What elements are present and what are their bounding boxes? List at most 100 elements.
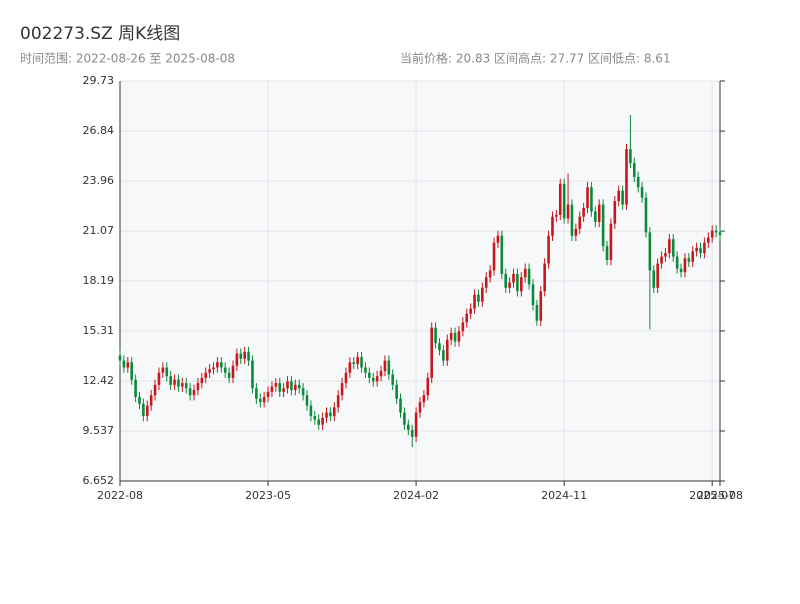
- candle-body: [484, 277, 488, 288]
- candle-body: [282, 388, 285, 392]
- candle-body: [695, 247, 698, 252]
- candle-body: [188, 388, 192, 396]
- candle-body: [235, 353, 239, 366]
- candle-body: [329, 412, 332, 417]
- candle-body: [531, 284, 535, 306]
- candle-body: [449, 332, 453, 340]
- candle-body: [492, 242, 496, 271]
- candle-body: [558, 183, 562, 215]
- candle-body: [707, 237, 710, 243]
- candle-body: [142, 403, 145, 417]
- candle-body: [594, 211, 597, 222]
- candle-body: [360, 357, 363, 368]
- candle-body: [687, 258, 691, 262]
- candle-body: [516, 273, 519, 292]
- stat: 区间高点: 27.77: [494, 51, 584, 66]
- candle-body: [582, 208, 585, 217]
- y-tick-label: 29.73: [83, 74, 115, 87]
- candle-body: [590, 187, 593, 212]
- candle-body: [574, 228, 578, 236]
- x-tick-label: 2022-08: [97, 489, 143, 502]
- candle-body: [699, 247, 702, 254]
- candle-body: [200, 377, 204, 384]
- y-tick-label: 15.31: [83, 324, 115, 337]
- candle-body: [523, 268, 527, 278]
- candle-body: [196, 383, 200, 391]
- candle-body: [134, 379, 137, 397]
- candle-body: [566, 204, 570, 219]
- candle-body: [317, 419, 321, 425]
- candle-body: [496, 235, 500, 243]
- y-tick-label: 12.42: [83, 374, 115, 387]
- candle-body: [165, 367, 169, 377]
- candle-body: [395, 384, 398, 399]
- candle-body: [640, 187, 644, 198]
- candle-body: [457, 331, 461, 342]
- candle-body: [535, 305, 539, 321]
- candle-body: [325, 412, 328, 418]
- candle-body: [714, 230, 718, 233]
- candle-body: [465, 313, 469, 323]
- candle-body: [247, 351, 250, 361]
- candle-body: [126, 362, 130, 368]
- candle-body: [442, 350, 445, 361]
- candle-body: [488, 270, 492, 278]
- candle-body: [407, 424, 410, 430]
- x-tick-label: 2024-11: [541, 489, 587, 502]
- candle-body: [539, 291, 543, 321]
- x-tick-label: 2024-02: [393, 489, 439, 502]
- candle-body: [660, 256, 663, 264]
- candle-body: [710, 230, 714, 238]
- candle-body: [274, 383, 278, 387]
- candle-body: [543, 263, 546, 292]
- candle-body: [157, 372, 161, 385]
- candle-body: [153, 384, 157, 396]
- candle-body: [469, 308, 472, 314]
- candle-body: [231, 365, 235, 378]
- candle-body: [173, 379, 176, 385]
- candle-body: [519, 277, 523, 292]
- chart-title: 002273.SZ 周K线图: [20, 24, 180, 44]
- candle-body: [321, 417, 324, 425]
- candle-body: [290, 381, 293, 391]
- candle-body: [216, 362, 219, 368]
- candle-body: [703, 242, 706, 254]
- y-tick-label: 23.96: [83, 174, 115, 187]
- candle-body: [445, 339, 449, 361]
- candle-body: [453, 332, 457, 342]
- candle-body: [251, 360, 254, 389]
- y-tick-label: 26.84: [83, 124, 115, 137]
- candle-body: [356, 357, 359, 365]
- candle-body: [656, 263, 659, 288]
- candle-body: [239, 353, 243, 359]
- candle-body: [679, 268, 683, 273]
- candle-body: [414, 412, 418, 437]
- candle-body: [313, 416, 317, 420]
- candle-body: [691, 251, 695, 262]
- candle-body: [570, 204, 574, 236]
- y-tick-label: 6.652: [83, 474, 115, 487]
- candle-body: [138, 396, 141, 404]
- candle-body: [177, 379, 180, 387]
- candle-body: [648, 232, 652, 271]
- candle-body: [192, 390, 196, 396]
- candle-body: [278, 383, 282, 392]
- candle-body: [652, 270, 656, 288]
- candle-body: [629, 149, 632, 163]
- candle-body: [601, 204, 605, 247]
- candle-body: [344, 372, 348, 384]
- candle-body: [625, 149, 628, 205]
- candle-body: [527, 268, 531, 285]
- candle-body: [547, 235, 550, 264]
- candle-body: [391, 374, 395, 385]
- stat: 区间低点: 8.61: [588, 52, 671, 66]
- candle-body: [617, 190, 621, 202]
- candle-body: [481, 287, 484, 302]
- candle-body: [332, 407, 336, 417]
- candle-body: [294, 384, 297, 391]
- candle-body: [403, 412, 406, 425]
- candle-body: [368, 372, 371, 378]
- candle-body: [500, 235, 504, 274]
- candle-body: [118, 355, 122, 361]
- candle-body: [609, 223, 613, 261]
